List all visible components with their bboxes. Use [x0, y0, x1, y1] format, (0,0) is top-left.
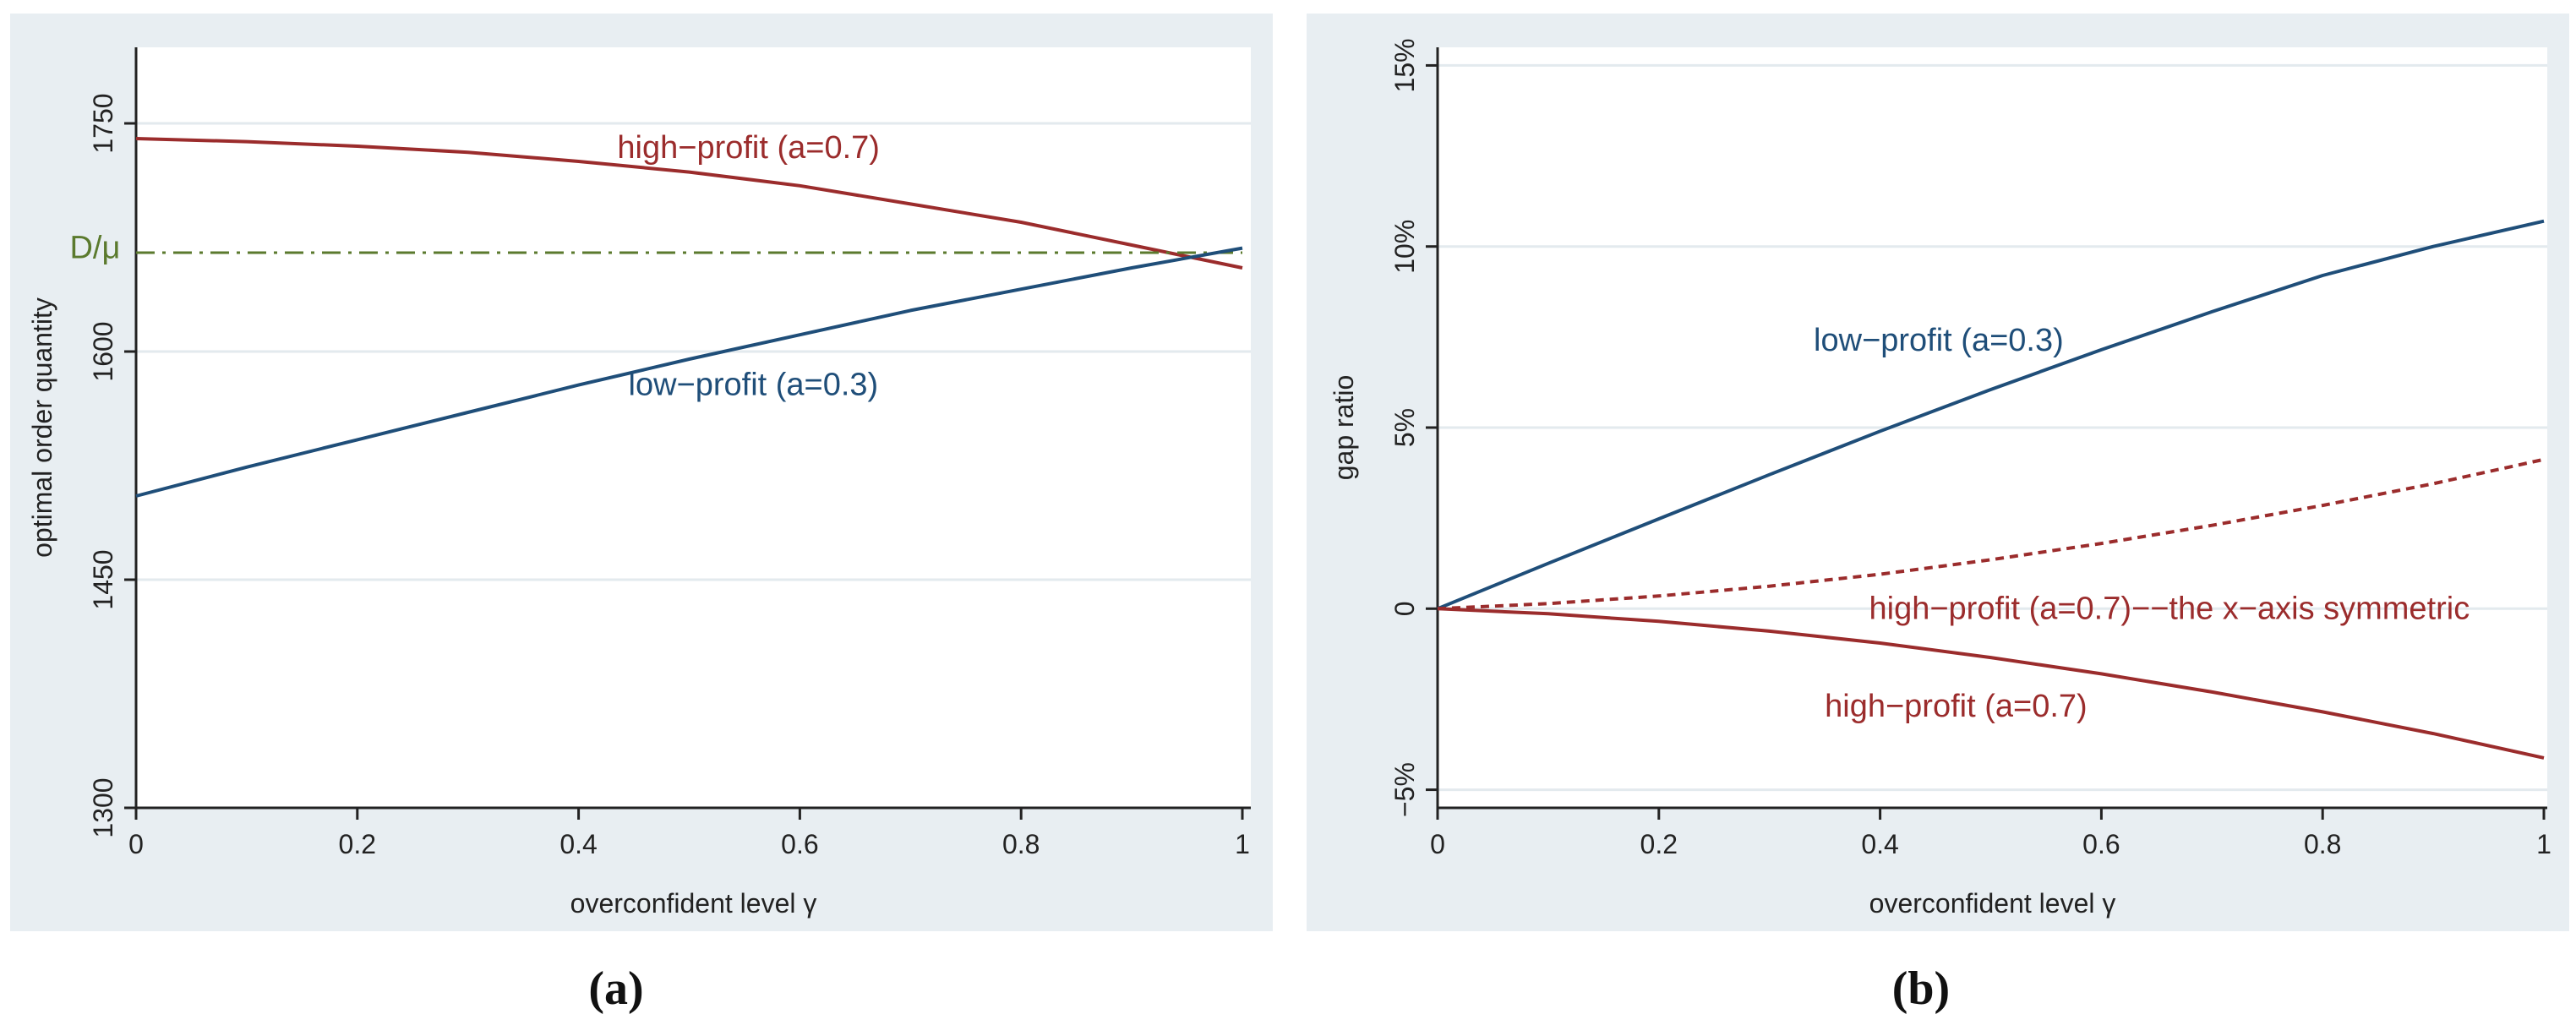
x-axis-title: overconfident level γ: [1869, 888, 2116, 919]
x-tick-label: 1: [1235, 829, 1250, 859]
x-tick-label: 0.6: [2082, 829, 2120, 859]
series-label: low−profit (a=0.3): [1814, 323, 2064, 358]
series-label: high−profit (a=0.7)−−the x−axis symmetri…: [1869, 591, 2470, 626]
chart-a: 0 0.2 0.4 0.6 0.8 1 1300 1450 1600 1750 overconfid…: [27, 47, 1251, 919]
x-tick-label: 0.2: [339, 829, 376, 859]
y-axis-title: gap ratio: [1329, 375, 1359, 481]
y-tick-label: 15%: [1389, 38, 1420, 92]
y-tick-label: 1300: [88, 777, 118, 837]
series-line-high-profit-a-0-7-: [1437, 607, 2545, 760]
series-label: high−profit (a=0.7): [617, 130, 880, 166]
y-tick-label: −5%: [1389, 762, 1420, 817]
chart-panel-a: 0 0.2 0.4 0.6 0.8 1 1300 1450 1600 1750 overconfid…: [10, 14, 1273, 931]
chart-panel-b: 0 0.2 0.4 0.6 0.8 1 −5% 0 5% 10% 15% overconfident …: [1307, 14, 2569, 931]
series-label: low−profit (a=0.3): [629, 368, 879, 403]
series-label: D/μ: [69, 231, 120, 266]
x-tick-label: 1: [2536, 829, 2551, 859]
caption-a: (a): [588, 962, 644, 1015]
x-tick-label: 0.4: [559, 829, 597, 859]
y-tick-label: 1750: [88, 93, 118, 153]
x-tick-label: 0.8: [2304, 829, 2341, 859]
series-line-low-profit-a-0-3-: [135, 246, 1243, 498]
series-line-high-profit-a-0-7-: [135, 137, 1243, 270]
x-tick-label: 0.4: [1861, 829, 1898, 859]
chart-b: 0 0.2 0.4 0.6 0.8 1 −5% 0 5% 10% 15% overconfident …: [1329, 38, 2551, 919]
x-tick-label: 0: [128, 829, 144, 859]
series-line-low-profit-a-0-3-: [1437, 219, 2545, 611]
y-tick-label: 1450: [88, 549, 118, 609]
y-tick-label: 5%: [1389, 408, 1420, 447]
y-tick-label: 0: [1389, 601, 1420, 616]
caption-b: (b): [1891, 962, 1951, 1015]
y-axis-title: optimal order quantity: [27, 297, 57, 558]
x-axis-title: overconfident level γ: [570, 888, 817, 919]
x-tick-label: 0.2: [1640, 829, 1678, 859]
y-tick-label: 1600: [88, 321, 118, 381]
x-tick-label: 0: [1430, 829, 1445, 859]
series-label: high−profit (a=0.7): [1825, 689, 2088, 724]
y-tick-label: 10%: [1389, 220, 1420, 274]
x-tick-label: 0.6: [781, 829, 818, 859]
x-tick-label: 0.8: [1002, 829, 1040, 859]
